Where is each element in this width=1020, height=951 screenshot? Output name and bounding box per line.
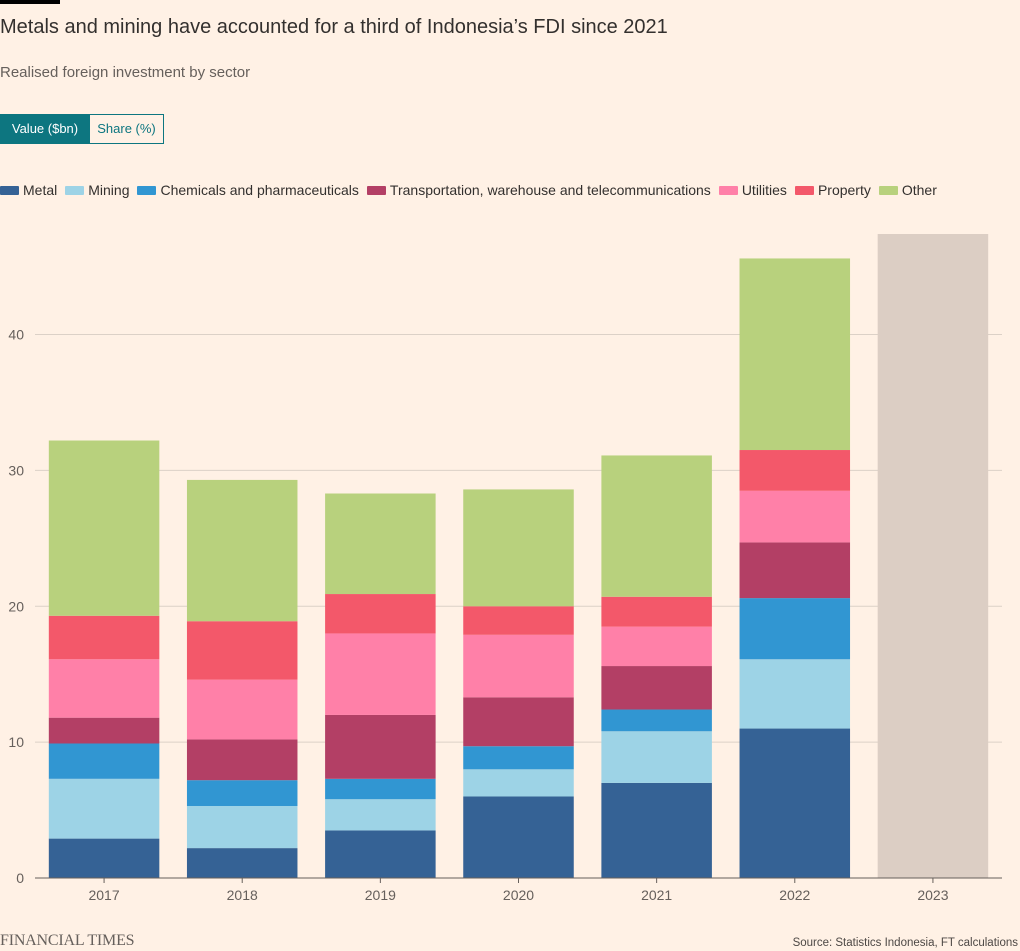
- bar-transportation-2021: [601, 666, 712, 710]
- legend-swatch: [878, 185, 898, 195]
- x-tick-label: 2022: [779, 887, 810, 903]
- bar-mining-2018: [186, 805, 298, 849]
- bar-other-2022: [739, 258, 851, 451]
- bar-other-2019: [325, 493, 436, 595]
- legend-item-utilities: Utilities: [718, 181, 787, 199]
- bar-mining-2022: [739, 659, 851, 729]
- y-tick-label: 40: [8, 327, 24, 343]
- ft-logo: FINANCIAL TIMES: [0, 932, 135, 949]
- bar-mining-2019: [325, 799, 436, 831]
- bar-transportation-2019: [325, 714, 436, 779]
- legend-swatch: [718, 185, 738, 195]
- y-tick-label: 0: [16, 870, 24, 886]
- x-tick-label: 2023: [917, 887, 948, 903]
- legend-swatch: [0, 185, 19, 195]
- legend-label: Other: [901, 182, 937, 198]
- bar-transportation-2020: [463, 697, 574, 747]
- y-tick-label: 30: [8, 462, 24, 478]
- bar-metal-2021: [601, 782, 712, 878]
- bar-other-2018: [186, 479, 298, 622]
- bar-chemicals-and-pharmaceuticals-2021: [601, 709, 712, 732]
- bar-total-2023: [877, 234, 989, 878]
- ft-brand-bar: [0, 0, 60, 4]
- bar-property-2018: [186, 621, 298, 680]
- bar-chemicals-and-pharmaceuticals-2019: [325, 778, 436, 800]
- legend: Metal Mining Chemicals and pharmaceutica…: [0, 181, 937, 199]
- legend-item-property: Property: [794, 181, 871, 199]
- legend-item-metal: Metal: [0, 181, 57, 199]
- source-note: Source: Statistics Indonesia, FT calcula…: [792, 937, 1018, 949]
- bar-utilities-2018: [186, 679, 298, 740]
- bar-utilities-2022: [739, 490, 851, 543]
- bar-mining-2021: [601, 731, 712, 783]
- bar-mining-2020: [463, 769, 574, 797]
- bar-utilities-2017: [48, 659, 160, 718]
- bar-other-2021: [601, 455, 712, 597]
- bar-transportation-2018: [186, 739, 298, 781]
- legend-swatch: [65, 185, 85, 195]
- bar-utilities-2020: [463, 634, 574, 698]
- legend-item-transportation: Transportation, warehouse and telecommun…: [366, 181, 711, 199]
- x-tick-label: 2021: [641, 887, 672, 903]
- share-toggle-button[interactable]: Share (%): [90, 114, 164, 144]
- bar-metal-2017: [48, 838, 160, 878]
- legend-label: Chemicals and pharmaceuticals: [160, 182, 359, 198]
- value-toggle-button[interactable]: Value ($bn): [0, 114, 90, 144]
- bar-chemicals-and-pharmaceuticals-2022: [739, 598, 851, 660]
- bar-chemicals-and-pharmaceuticals-2017: [48, 743, 160, 779]
- bar-property-2021: [601, 596, 712, 627]
- bar-property-2019: [325, 594, 436, 634]
- legend-item-mining: Mining: [65, 181, 129, 199]
- legend-swatch: [794, 185, 814, 195]
- bar-metal-2018: [186, 848, 298, 878]
- x-tick-label: 2018: [227, 887, 258, 903]
- legend-label: Property: [817, 182, 871, 198]
- x-tick-label: 2017: [88, 887, 119, 903]
- bar-transportation-2017: [48, 717, 160, 744]
- bar-chemicals-and-pharmaceuticals-2020: [463, 746, 574, 770]
- legend-item-chemicals: Chemicals and pharmaceuticals: [137, 181, 359, 199]
- bar-metal-2022: [739, 728, 851, 878]
- legend-label: Utilities: [741, 182, 787, 198]
- stacked-bar-chart: 0 10 20 30 40 2017 2018 2019 2020 2021 2022 2023: [8, 234, 1002, 903]
- bar-utilities-2021: [601, 626, 712, 667]
- bar-other-2017: [48, 440, 160, 616]
- bar-property-2017: [48, 615, 160, 660]
- x-tick-label: 2020: [503, 887, 534, 903]
- chart-title: Metals and mining have accounted for a t…: [0, 16, 668, 38]
- bar-metal-2019: [325, 830, 436, 878]
- y-tick-label: 20: [8, 598, 24, 614]
- bar-utilities-2019: [325, 633, 436, 715]
- legend-label: Transportation, warehouse and telecommun…: [389, 182, 711, 198]
- x-tick-label: 2019: [365, 887, 396, 903]
- bar-property-2022: [739, 450, 851, 491]
- value-share-toggle: Value ($bn) Share (%): [0, 114, 164, 144]
- legend-swatch: [366, 185, 386, 195]
- bar-metal-2020: [463, 796, 574, 878]
- bar-property-2020: [463, 606, 574, 635]
- bar-chemicals-and-pharmaceuticals-2018: [186, 780, 298, 806]
- y-tick-label: 10: [8, 734, 24, 750]
- bar-other-2020: [463, 489, 574, 607]
- legend-label: Mining: [88, 182, 130, 198]
- bar-mining-2017: [48, 778, 160, 839]
- bar-transportation-2022: [739, 542, 851, 599]
- legend-label: Metal: [23, 182, 58, 198]
- legend-swatch: [137, 185, 157, 195]
- legend-item-other: Other: [878, 181, 937, 199]
- chart-subtitle: Realised foreign investment by sector: [0, 64, 251, 81]
